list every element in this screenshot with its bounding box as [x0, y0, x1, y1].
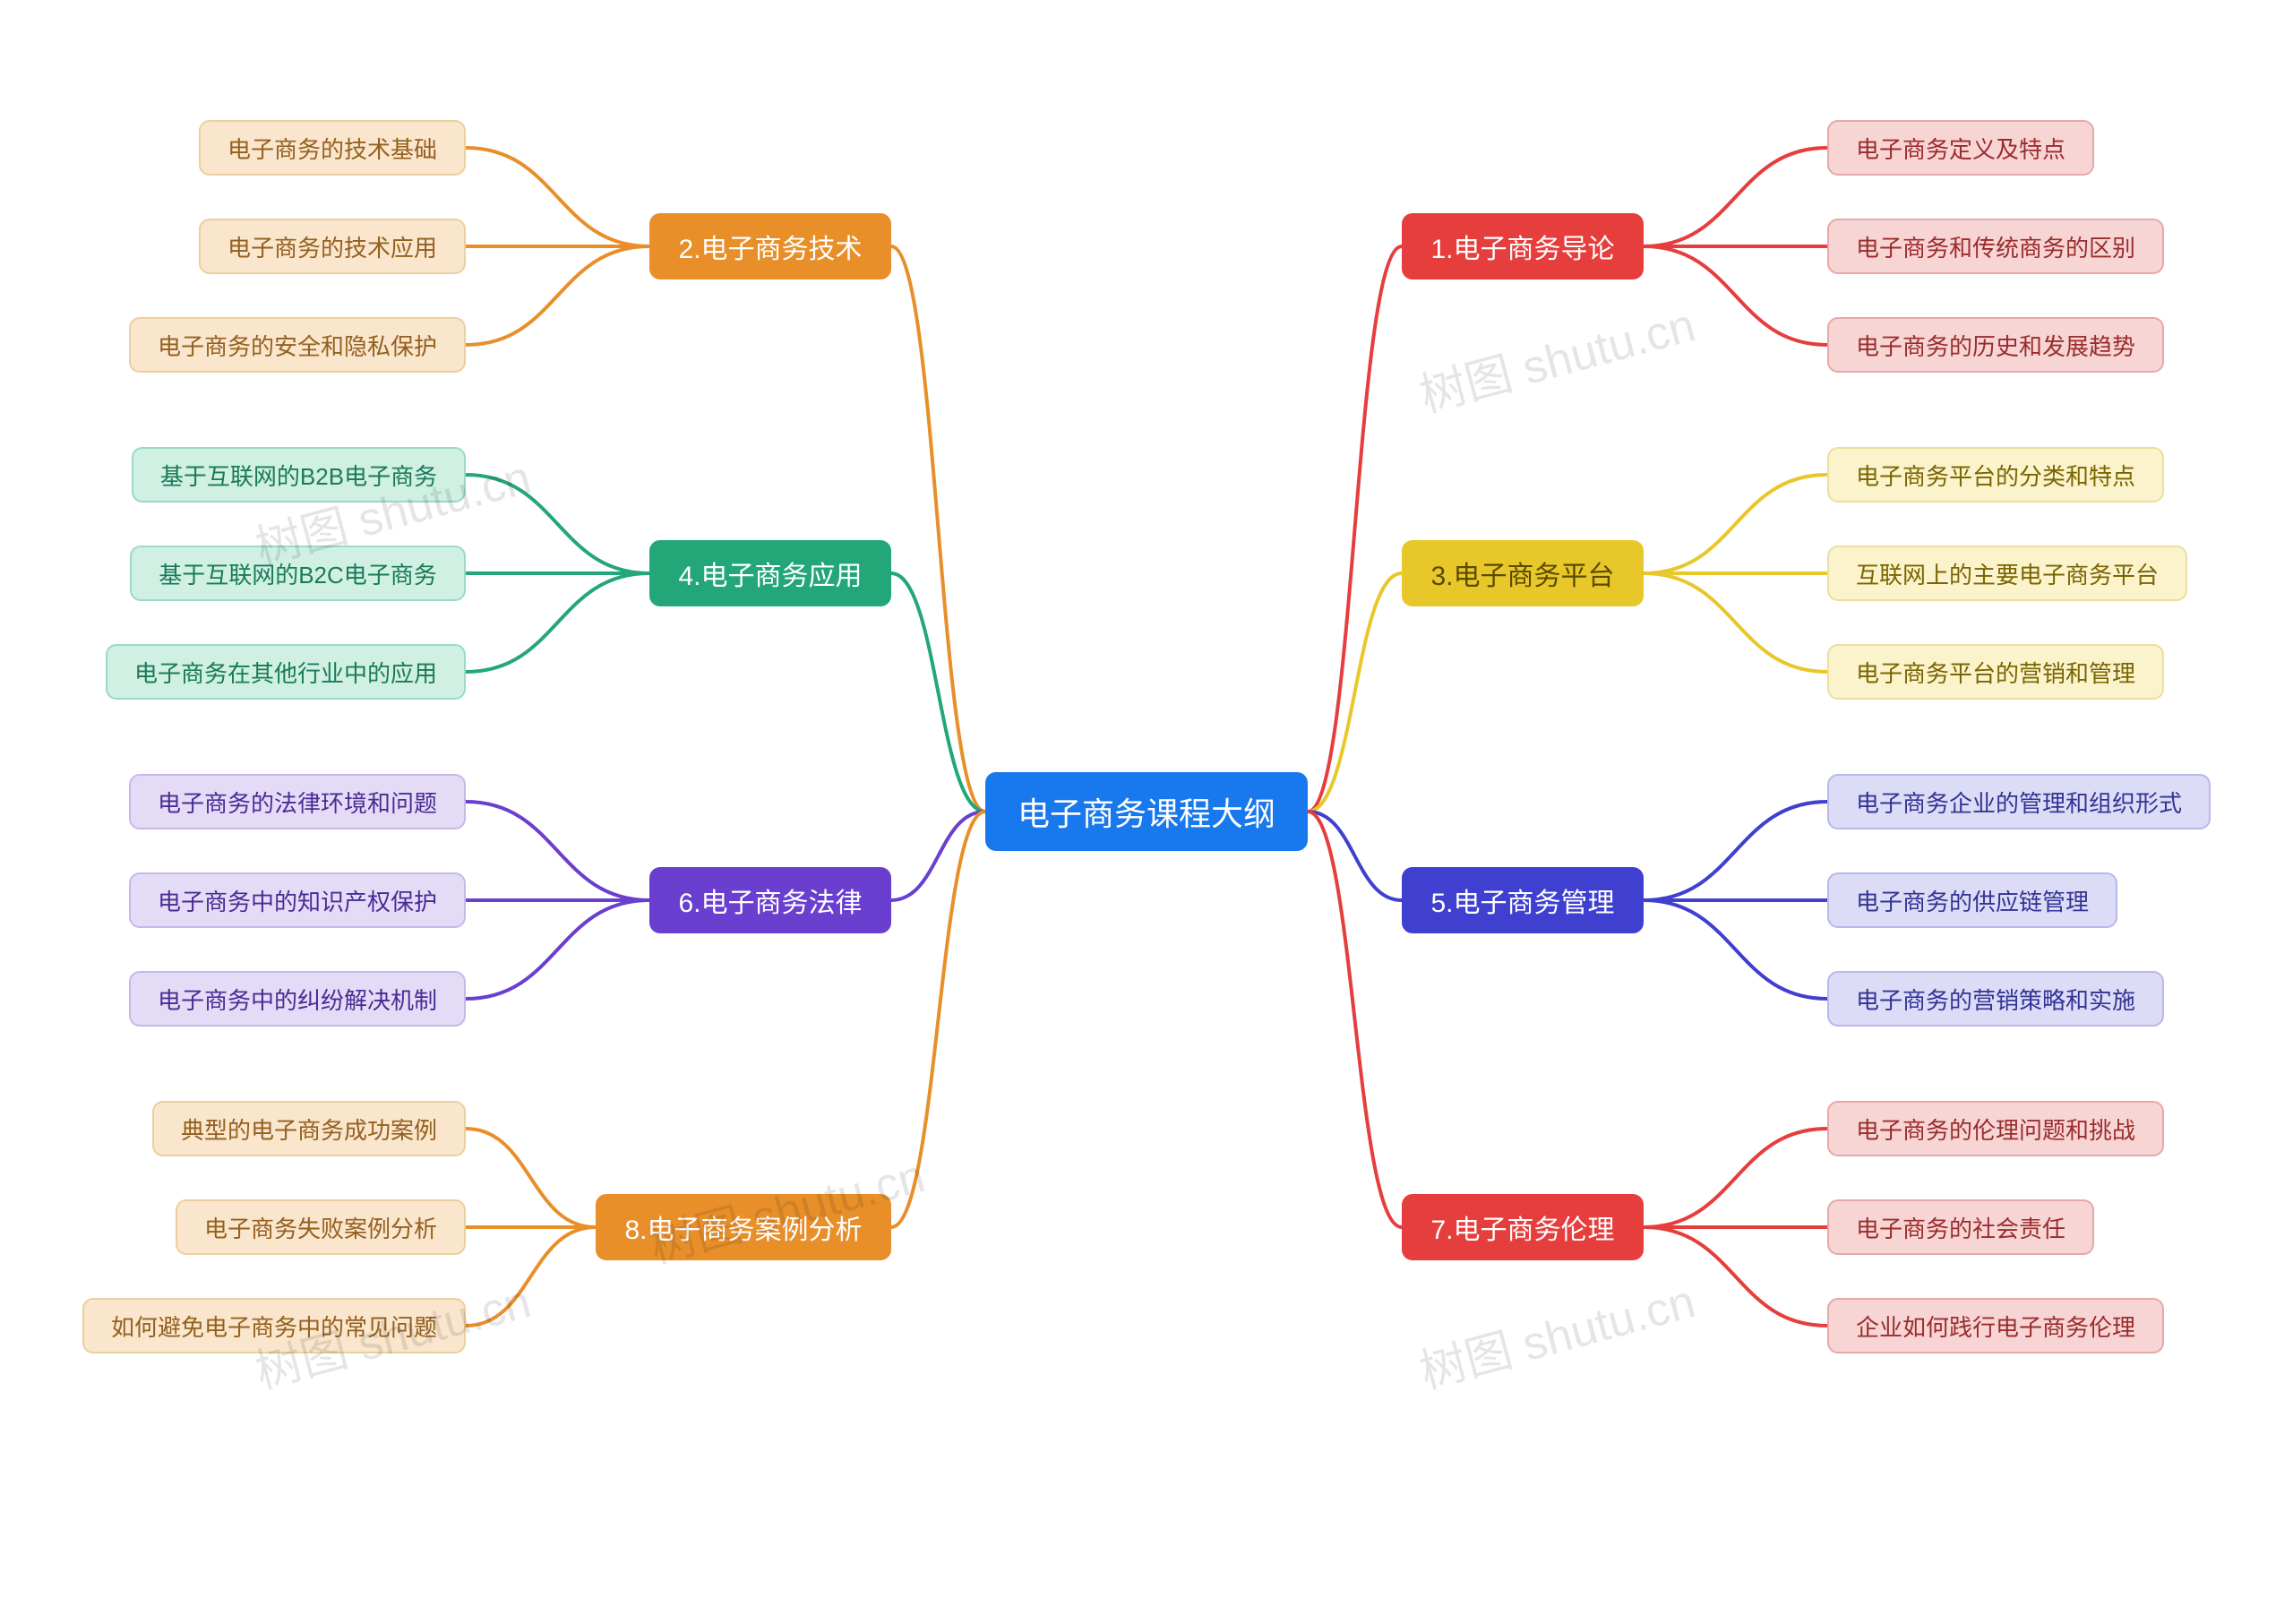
- leaf-right-3-2-label: 企业如何践行电子商务伦理: [1856, 1310, 2135, 1343]
- leaf-right-0-2-label: 电子商务的历史和发展趋势: [1856, 329, 2135, 362]
- leaf-right-2-1[interactable]: 电子商务的供应链管理: [1827, 872, 2117, 928]
- leaf-left-1-1[interactable]: 基于互联网的B2C电子商务: [130, 546, 466, 601]
- leaf-right-3-1-label: 电子商务的社会责任: [1856, 1211, 2065, 1244]
- leaf-right-3-1[interactable]: 电子商务的社会责任: [1827, 1199, 2094, 1255]
- leaf-right-3-0[interactable]: 电子商务的伦理问题和挑战: [1827, 1101, 2164, 1156]
- leaf-left-1-0-label: 基于互联网的B2B电子商务: [160, 459, 437, 492]
- leaf-left-3-1[interactable]: 电子商务失败案例分析: [176, 1199, 466, 1255]
- mindmap-stage: 电子商务课程大纲1.电子商务导论电子商务定义及特点电子商务和传统商务的区别电子商…: [0, 0, 2293, 1624]
- branch-right-0[interactable]: 1.电子商务导论: [1402, 213, 1644, 279]
- leaf-left-0-0[interactable]: 电子商务的技术基础: [199, 120, 466, 176]
- branch-left-2[interactable]: 6.电子商务法律: [649, 867, 891, 933]
- leaf-right-3-2[interactable]: 企业如何践行电子商务伦理: [1827, 1298, 2164, 1353]
- leaf-right-0-2[interactable]: 电子商务的历史和发展趋势: [1827, 317, 2164, 373]
- leaf-right-1-0[interactable]: 电子商务平台的分类和特点: [1827, 447, 2164, 503]
- branch-right-0-label: 1.电子商务导论: [1430, 227, 1614, 266]
- branch-left-1[interactable]: 4.电子商务应用: [649, 540, 891, 606]
- leaf-left-0-0-label: 电子商务的技术基础: [228, 132, 437, 165]
- leaf-left-3-0-label: 典型的电子商务成功案例: [181, 1113, 437, 1146]
- leaf-right-0-0[interactable]: 电子商务定义及特点: [1827, 120, 2094, 176]
- leaf-left-1-2-label: 电子商务在其他行业中的应用: [134, 656, 437, 689]
- leaf-left-2-2-label: 电子商务中的纠纷解决机制: [158, 983, 437, 1016]
- branch-right-1-label: 3.电子商务平台: [1430, 554, 1614, 593]
- leaf-left-2-1[interactable]: 电子商务中的知识产权保护: [129, 872, 466, 928]
- leaf-right-1-0-label: 电子商务平台的分类和特点: [1856, 459, 2135, 492]
- branch-left-2-label: 6.电子商务法律: [678, 881, 862, 920]
- branch-right-1[interactable]: 3.电子商务平台: [1402, 540, 1644, 606]
- leaf-right-1-1-label: 互联网上的主要电子商务平台: [1856, 557, 2159, 590]
- leaf-right-2-2-label: 电子商务的营销策略和实施: [1856, 983, 2135, 1016]
- leaf-left-0-1[interactable]: 电子商务的技术应用: [199, 219, 466, 274]
- leaf-left-0-1-label: 电子商务的技术应用: [228, 230, 437, 263]
- leaf-right-0-1[interactable]: 电子商务和传统商务的区别: [1827, 219, 2164, 274]
- branch-left-1-label: 4.电子商务应用: [678, 554, 862, 593]
- root-node[interactable]: 电子商务课程大纲: [985, 772, 1308, 851]
- branch-left-0[interactable]: 2.电子商务技术: [649, 213, 891, 279]
- leaf-left-2-0[interactable]: 电子商务的法律环境和问题: [129, 774, 466, 829]
- leaf-left-1-1-label: 基于互联网的B2C电子商务: [159, 557, 437, 590]
- leaf-left-2-1-label: 电子商务中的知识产权保护: [158, 884, 437, 917]
- root-node-label: 电子商务课程大纲: [1018, 788, 1275, 835]
- leaf-left-3-2[interactable]: 如何避免电子商务中的常见问题: [82, 1298, 466, 1353]
- branch-right-2-label: 5.电子商务管理: [1430, 881, 1614, 920]
- leaf-left-1-2[interactable]: 电子商务在其他行业中的应用: [106, 644, 466, 700]
- branch-left-0-label: 2.电子商务技术: [678, 227, 862, 266]
- leaf-right-2-2[interactable]: 电子商务的营销策略和实施: [1827, 971, 2164, 1027]
- branch-left-3-label: 8.电子商务案例分析: [624, 1207, 862, 1247]
- leaf-left-3-2-label: 如何避免电子商务中的常见问题: [111, 1310, 437, 1343]
- leaf-right-2-0[interactable]: 电子商务企业的管理和组织形式: [1827, 774, 2211, 829]
- leaf-left-1-0[interactable]: 基于互联网的B2B电子商务: [132, 447, 466, 503]
- leaf-left-3-0[interactable]: 典型的电子商务成功案例: [152, 1101, 466, 1156]
- branch-right-3[interactable]: 7.电子商务伦理: [1402, 1194, 1644, 1260]
- leaf-right-0-0-label: 电子商务定义及特点: [1856, 132, 2065, 165]
- leaf-right-0-1-label: 电子商务和传统商务的区别: [1856, 230, 2135, 263]
- leaf-right-2-1-label: 电子商务的供应链管理: [1856, 884, 2089, 917]
- leaf-left-0-2-label: 电子商务的安全和隐私保护: [158, 329, 437, 362]
- branch-right-3-label: 7.电子商务伦理: [1430, 1207, 1614, 1247]
- leaf-right-1-2-label: 电子商务平台的营销和管理: [1856, 656, 2135, 689]
- leaf-left-0-2[interactable]: 电子商务的安全和隐私保护: [129, 317, 466, 373]
- leaf-right-2-0-label: 电子商务企业的管理和组织形式: [1856, 786, 2182, 819]
- leaf-right-3-0-label: 电子商务的伦理问题和挑战: [1856, 1113, 2135, 1146]
- leaf-right-1-1[interactable]: 互联网上的主要电子商务平台: [1827, 546, 2187, 601]
- leaf-left-2-0-label: 电子商务的法律环境和问题: [158, 786, 437, 819]
- leaf-right-1-2[interactable]: 电子商务平台的营销和管理: [1827, 644, 2164, 700]
- leaf-left-3-1-label: 电子商务失败案例分析: [204, 1211, 437, 1244]
- leaf-left-2-2[interactable]: 电子商务中的纠纷解决机制: [129, 971, 466, 1027]
- branch-left-3[interactable]: 8.电子商务案例分析: [596, 1194, 891, 1260]
- watermark-1: 树图 shutu.cn: [1412, 288, 1702, 425]
- branch-right-2[interactable]: 5.电子商务管理: [1402, 867, 1644, 933]
- watermark-4: 树图 shutu.cn: [1412, 1264, 1702, 1402]
